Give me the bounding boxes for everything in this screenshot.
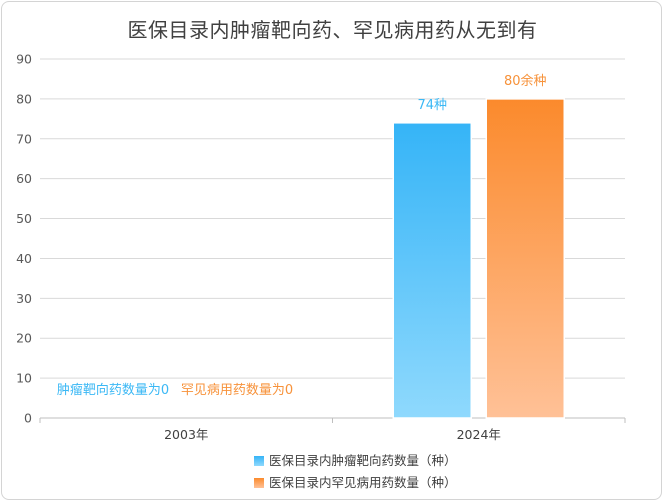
x-tick-label: 2003年 [164,427,208,442]
legend-label-series-1: 医保目录内罕见病用药数量（种） [269,475,457,490]
y-tick-label: 80 [16,91,32,106]
legend-swatch-orange [254,478,264,488]
chart-legend: 医保目录内肿瘤靶向药数量（种） 医保目录内罕见病用药数量（种） [254,450,457,494]
bar [485,98,565,419]
data-label: 74种 [417,98,447,113]
y-tick-label: 40 [16,251,32,266]
y-tick-label: 10 [16,371,32,386]
chart-title: 医保目录内肿瘤靶向药、罕见病用药从无到有 [127,18,538,42]
y-tick-label: 0 [24,411,32,426]
y-tick-label: 30 [16,291,32,306]
y-tick-label: 50 [16,211,32,226]
y-tick-label: 90 [16,52,32,67]
data-label: 80余种 [504,73,547,89]
x-tick-label: 2024年 [457,427,501,442]
y-tick-label: 70 [16,131,32,146]
data-label: 罕见病用药数量为0 [181,383,293,398]
legend-label-series-0: 医保目录内肿瘤靶向药数量（种） [269,453,457,468]
legend-item-series-0: 医保目录内肿瘤靶向药数量（种） [254,450,457,472]
legend-item-series-1: 医保目录内罕见病用药数量（种） [254,472,457,494]
y-tick-label: 60 [16,171,32,186]
legend-swatch-blue [254,456,264,466]
y-tick-label: 20 [16,331,32,346]
bar [392,122,472,419]
data-label: 肿瘤靶向药数量为0 [57,382,169,398]
